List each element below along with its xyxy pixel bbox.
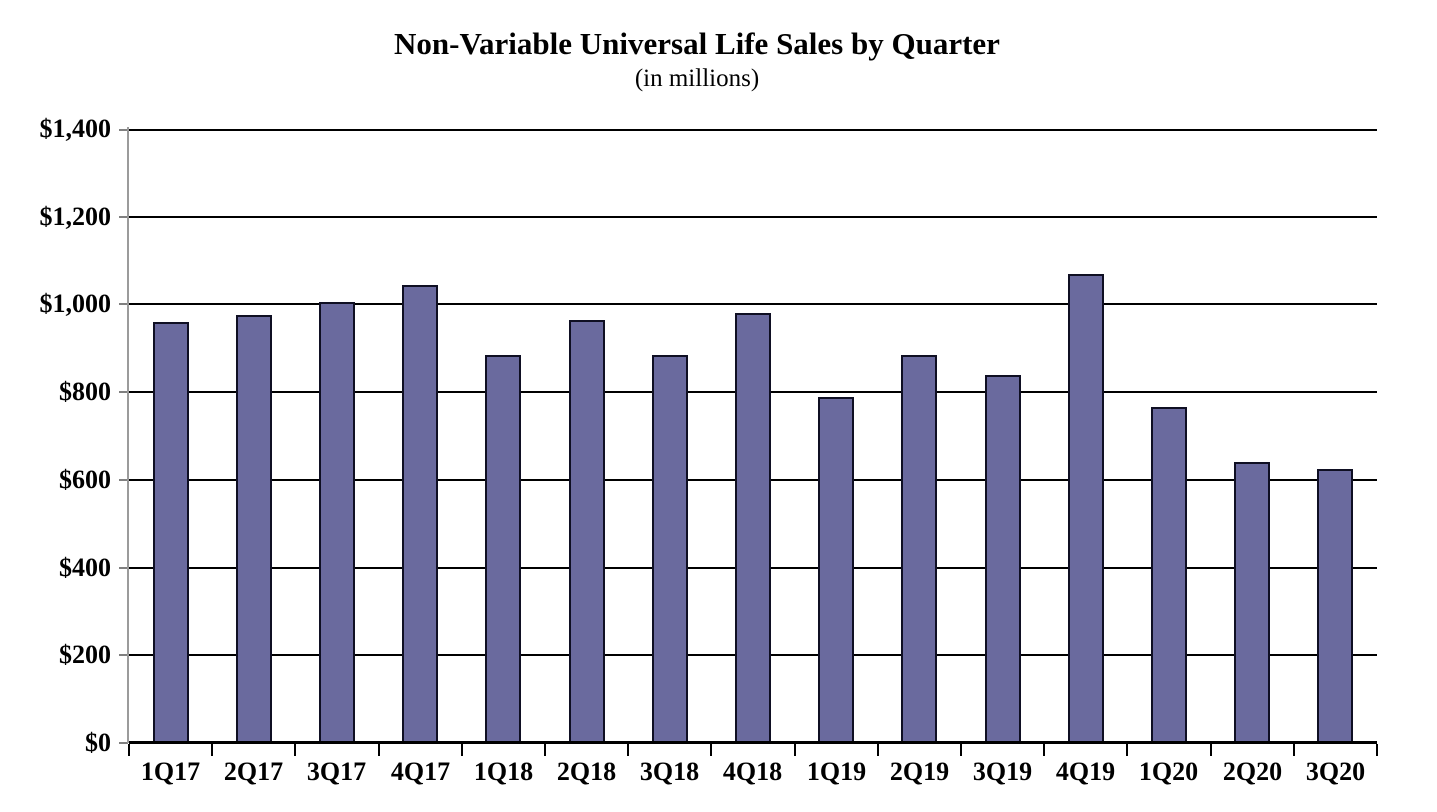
y-axis-tick: [119, 303, 128, 305]
bar-3Q19: [985, 375, 1021, 743]
x-axis-label: 2Q19: [889, 757, 950, 786]
y-axis-label: $1,400: [39, 114, 112, 143]
y-axis-tick: [119, 567, 128, 569]
x-axis-label: 4Q18: [722, 757, 783, 786]
x-axis-tick: [128, 744, 130, 756]
y-axis-tick: [119, 216, 128, 218]
x-axis-tick: [378, 744, 380, 756]
y-axis-tick: [119, 742, 128, 744]
bar-1Q17: [153, 322, 189, 743]
y-axis-label: $800: [59, 377, 111, 406]
y-axis-tick: [119, 654, 128, 656]
x-axis-label: 1Q20: [1138, 757, 1199, 786]
y-axis-label: $1,000: [39, 289, 112, 318]
y-axis-tick: [119, 391, 128, 393]
bar-2Q17: [236, 315, 272, 743]
x-axis-label: 4Q19: [1055, 757, 1116, 786]
gridline: [129, 129, 1377, 131]
x-axis-tick: [1293, 744, 1295, 756]
bar-2Q18: [569, 320, 605, 743]
x-axis-label: 1Q18: [473, 757, 534, 786]
x-axis-tick: [461, 744, 463, 756]
x-axis-label: 2Q20: [1222, 757, 1283, 786]
bar-2Q20: [1234, 462, 1270, 743]
x-axis-label: 1Q17: [140, 757, 201, 786]
x-axis-label: 3Q17: [306, 757, 367, 786]
x-axis-label: 3Q18: [639, 757, 700, 786]
gridline: [129, 303, 1377, 305]
bar-4Q19: [1068, 274, 1104, 743]
y-axis-label: $600: [59, 465, 111, 494]
plot-area: $0 $200 $400 $600 $800 $1,000 $1,200 $1,400 1Q17…: [40, 114, 1378, 786]
x-axis-tick: [794, 744, 796, 756]
chart-subtitle: (in millions): [634, 64, 760, 92]
y-axis-label: $200: [59, 640, 111, 669]
x-axis-label: 1Q19: [806, 757, 867, 786]
gridline: [129, 216, 1377, 218]
chart-title: Non-Variable Universal Life Sales by Qua…: [394, 26, 1000, 61]
chart-header: Non-Variable Universal Life Sales by Qua…: [0, 26, 1394, 93]
x-axis-tick: [294, 744, 296, 756]
bar-4Q18: [735, 313, 771, 743]
x-axis-tick: [877, 744, 879, 756]
x-axis-line: [129, 741, 1377, 744]
x-axis-label: 4Q17: [390, 757, 451, 786]
x-axis-tick: [710, 744, 712, 756]
x-axis-tick: [960, 744, 962, 756]
bar-3Q18: [652, 355, 688, 743]
x-axis-tick: [544, 744, 546, 756]
bar-4Q17: [402, 285, 438, 743]
x-axis-tick: [211, 744, 213, 756]
x-axis-tick: [1376, 744, 1378, 756]
bar-1Q18: [485, 355, 521, 743]
bar-3Q17: [319, 302, 355, 743]
y-axis-label: $1,200: [39, 202, 112, 231]
bar-1Q20: [1151, 407, 1187, 743]
x-axis-tick: [1043, 744, 1045, 756]
y-axis-label: $0: [85, 728, 111, 757]
x-axis-tick: [627, 744, 629, 756]
bar-2Q19: [901, 355, 937, 743]
y-axis-tick: [119, 479, 128, 481]
x-axis-label: 2Q17: [223, 757, 284, 786]
bar-1Q19: [818, 397, 854, 743]
y-axis-line: [127, 127, 129, 743]
x-axis-tick: [1210, 744, 1212, 756]
y-axis-tick: [119, 129, 128, 131]
bar-3Q20: [1317, 469, 1353, 743]
x-axis-label: 3Q19: [972, 757, 1033, 786]
x-axis-label: 2Q18: [556, 757, 617, 786]
x-axis-tick: [1126, 744, 1128, 756]
y-axis-label: $400: [59, 553, 111, 582]
x-axis-label: 3Q20: [1305, 757, 1366, 786]
